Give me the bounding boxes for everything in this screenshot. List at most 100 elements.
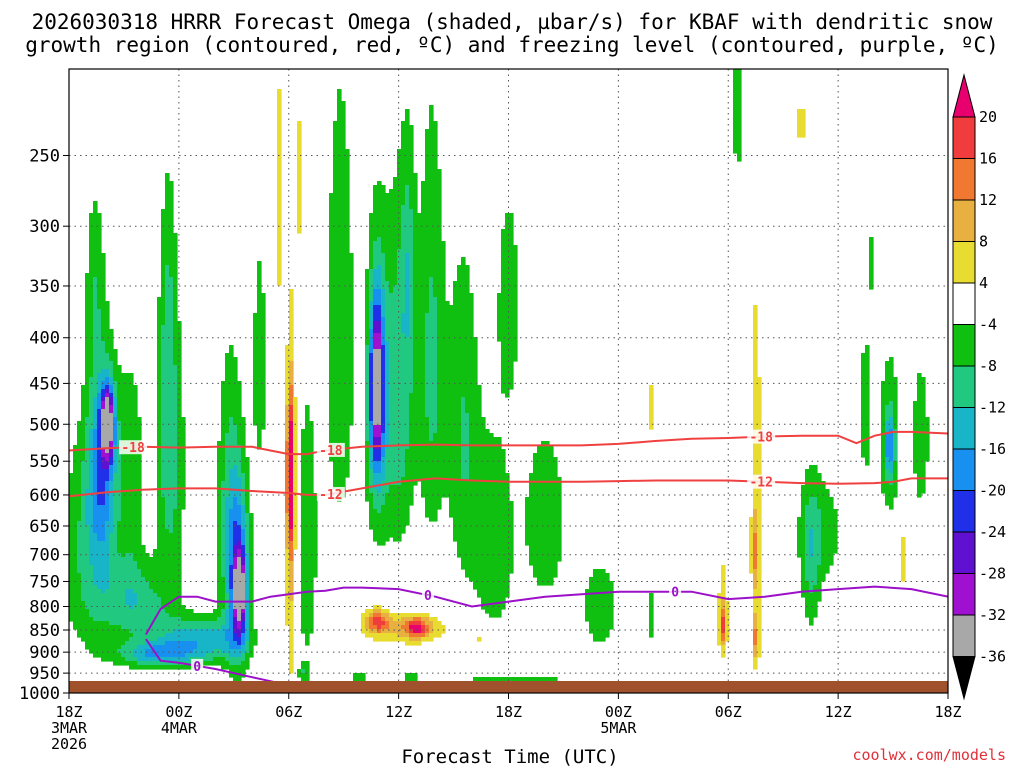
omega-cell [373,497,386,502]
omega-cell [753,625,758,630]
omega-cell [753,665,758,670]
omega-cell [253,313,266,318]
omega-cell [289,537,294,542]
omega-cell [385,381,390,386]
omega-cell [73,461,82,466]
omega-cell [525,497,562,502]
omega-cell [285,545,290,550]
omega-cell [401,121,410,126]
omega-cell [69,537,78,542]
omega-cell [89,233,102,238]
omega-cell [233,605,246,610]
omega-cell [497,333,518,338]
omega-cell [413,313,426,318]
omega-cell [369,461,374,466]
omega-cell [365,321,370,326]
omega-cell [297,201,302,206]
omega-cell [277,209,282,214]
omega-cell [285,429,290,434]
omega-cell [369,285,374,290]
omega-cell [885,369,894,374]
omega-cell [425,153,438,158]
omega-cell [97,425,102,430]
omega-cell [289,301,294,306]
omega-cell [109,577,146,582]
omega-cell [225,525,230,530]
omega-cell [881,429,886,434]
omega-cell [217,469,226,474]
omega-cell [101,401,106,406]
omega-cell [233,601,246,606]
omega-cell [101,329,114,334]
omega-cell [733,133,742,138]
omega-cell [101,325,110,330]
omega-cell [501,261,518,266]
omega-cell [373,501,386,506]
omega-cell [245,653,254,658]
omega-cell [425,505,442,510]
omega-cell [881,421,886,426]
omega-cell [329,457,350,462]
omega-cell [301,617,314,622]
omega-cell [177,485,186,490]
omega-cell [245,577,250,582]
omega-cell [365,469,370,474]
omega-cell [529,549,562,554]
omega-cell [233,505,242,510]
omega-cell [225,549,230,554]
omega-cell [177,461,186,466]
omega-cell [649,417,654,422]
omega-cell [89,381,98,386]
colorbar-bin [952,116,976,159]
omega-cell [289,321,294,326]
omega-cell [329,237,350,242]
omega-cell [225,613,230,618]
omega-cell [821,561,834,566]
omega-cell [293,397,298,402]
omega-cell [93,517,110,522]
omega-cell [405,641,422,646]
omega-cell [81,581,94,586]
omega-cell [149,585,182,590]
omega-cell [397,277,406,282]
omega-cell [157,441,162,446]
omega-cell [289,497,294,502]
omega-cell [365,349,370,354]
omega-cell [297,129,302,134]
omega-cell [505,213,514,218]
omega-cell [249,609,254,614]
omega-cell [365,389,370,394]
omega-cell [461,441,470,446]
omega-cell [125,641,146,646]
omega-cell [241,525,246,530]
omega-cell [289,541,294,546]
omega-cell [277,109,282,114]
omega-cell [365,461,370,466]
omega-cell [753,577,758,582]
omega-cell [649,617,654,622]
omega-cell [293,505,298,510]
omega-cell [285,417,290,422]
omega-cell [121,421,142,426]
omega-cell [413,253,446,258]
omega-cell [405,189,410,194]
omega-cell [893,465,898,470]
omega-cell [157,501,166,506]
omega-cell [373,301,382,306]
omega-cell [233,577,246,582]
omega-cell [253,381,266,386]
omega-cell [365,633,398,638]
omega-cell [389,613,430,618]
omega-cell [69,557,78,562]
omega-cell [165,281,174,286]
omega-cell [161,237,178,242]
omega-cell [397,173,418,178]
omega-cell [225,433,238,438]
omega-cell [97,413,102,418]
omega-cell [177,453,186,458]
omega-cell [289,637,294,642]
omega-cell [717,625,722,630]
omega-cell [753,309,758,314]
omega-cell [381,333,386,338]
credit-link[interactable]: coolwx.com/models [852,746,1006,764]
